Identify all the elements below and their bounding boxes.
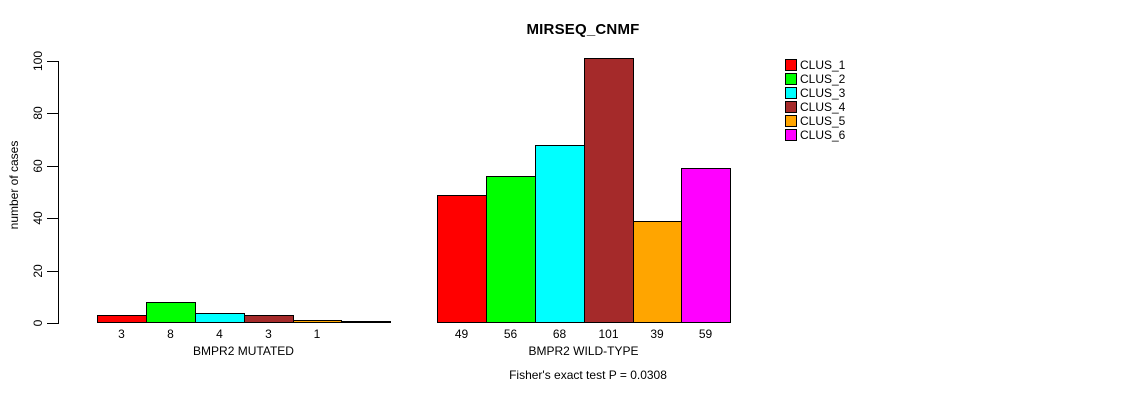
bar-g1-clus_1 — [437, 195, 487, 323]
y-axis-tick — [47, 218, 58, 219]
bar-g0-clus_5 — [293, 320, 342, 323]
legend-swatch-clus_1 — [785, 59, 797, 71]
y-axis-tick — [47, 271, 58, 272]
bar-value-label: 3 — [265, 327, 272, 341]
legend-label: CLUS_5 — [800, 114, 846, 128]
y-axis-title-text: number of cases — [7, 140, 21, 230]
bar-value-label: 3 — [118, 327, 125, 341]
chart-title: MIRSEQ_CNMF — [526, 21, 640, 38]
bar-g1-clus_4 — [584, 58, 634, 323]
bar-value-label: 101 — [598, 327, 619, 341]
x-group-label-wild-type: BMPR2 WILD-TYPE — [528, 344, 639, 358]
legend-label: CLUS_3 — [800, 86, 846, 100]
y-axis-tick — [47, 166, 58, 167]
bar-value-label: 8 — [167, 327, 174, 341]
y-tick-label-text: 60 — [31, 159, 45, 173]
y-tick-label-text: 80 — [31, 106, 45, 120]
bar-g1-clus_3 — [535, 145, 585, 323]
bar-g1-clus_2 — [486, 176, 536, 323]
bar-g0-clus_3 — [195, 313, 245, 323]
bar-value-label: 49 — [454, 327, 469, 341]
legend-swatch-clus_3 — [785, 87, 797, 99]
x-group-label-mutated: BMPR2 MUTATED — [193, 344, 294, 358]
y-axis-tick — [47, 61, 58, 62]
bar-g0-clus_6 — [341, 321, 391, 323]
legend-swatch-clus_6 — [785, 129, 797, 141]
bar-value-label: 1 — [313, 327, 321, 341]
bar-value-label: 59 — [698, 327, 713, 341]
bar-value-label: 4 — [216, 327, 223, 341]
bar-g0-clus_4 — [244, 315, 294, 323]
bar-value-label: 56 — [503, 327, 518, 341]
bar-value-label: 68 — [552, 327, 567, 341]
legend-swatch-clus_4 — [785, 101, 797, 113]
legend-swatch-clus_2 — [785, 73, 797, 85]
bar-g1-clus_5 — [633, 221, 682, 323]
fisher-test-annotation: Fisher's exact test P = 0.0308 — [509, 368, 667, 382]
bar-g0-clus_2 — [146, 302, 196, 323]
legend-label: CLUS_4 — [800, 100, 846, 114]
y-tick-label-text: 20 — [31, 264, 45, 278]
y-tick-label-text: 0 — [31, 319, 45, 327]
bar-g1-clus_6 — [681, 168, 731, 323]
bar-value-label: 39 — [650, 327, 664, 341]
y-axis-tick — [47, 113, 58, 114]
y-axis-line — [58, 61, 59, 324]
bar-g0-clus_1 — [97, 315, 147, 323]
legend-label: CLUS_2 — [800, 72, 846, 86]
legend-label: CLUS_6 — [800, 128, 846, 142]
legend-label: CLUS_1 — [800, 58, 846, 72]
y-tick-label-text: 100 — [31, 50, 45, 72]
y-axis-tick — [47, 323, 58, 324]
legend-swatch-clus_5 — [785, 115, 797, 127]
y-tick-label-text: 40 — [31, 211, 45, 225]
